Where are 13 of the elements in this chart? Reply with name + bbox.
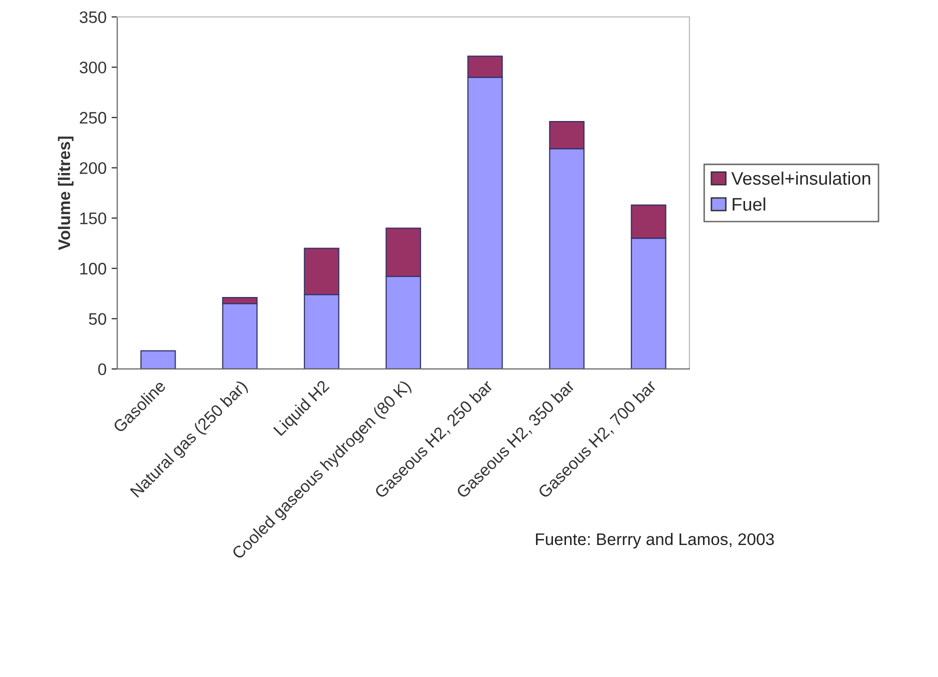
y-tick-label: 0 xyxy=(98,363,106,376)
legend-label: Fuel xyxy=(732,197,766,211)
y-tick-label: 200 xyxy=(80,162,106,174)
legend-label: Vessel+insulation xyxy=(731,172,870,185)
y-tick-label: 150 xyxy=(80,212,106,224)
y-tick-label: 300 xyxy=(80,62,106,74)
y-tick-label: 100 xyxy=(80,262,106,275)
bar xyxy=(140,350,176,369)
y-tick-label: 50 xyxy=(88,313,106,325)
y-tick-label: 350 xyxy=(80,11,106,24)
y-tick-label: 250 xyxy=(80,112,106,124)
y-axis-title: Volume [litres] xyxy=(58,136,74,250)
source-note: Fuente: Berrry and Lamos, 2003 xyxy=(536,532,774,548)
